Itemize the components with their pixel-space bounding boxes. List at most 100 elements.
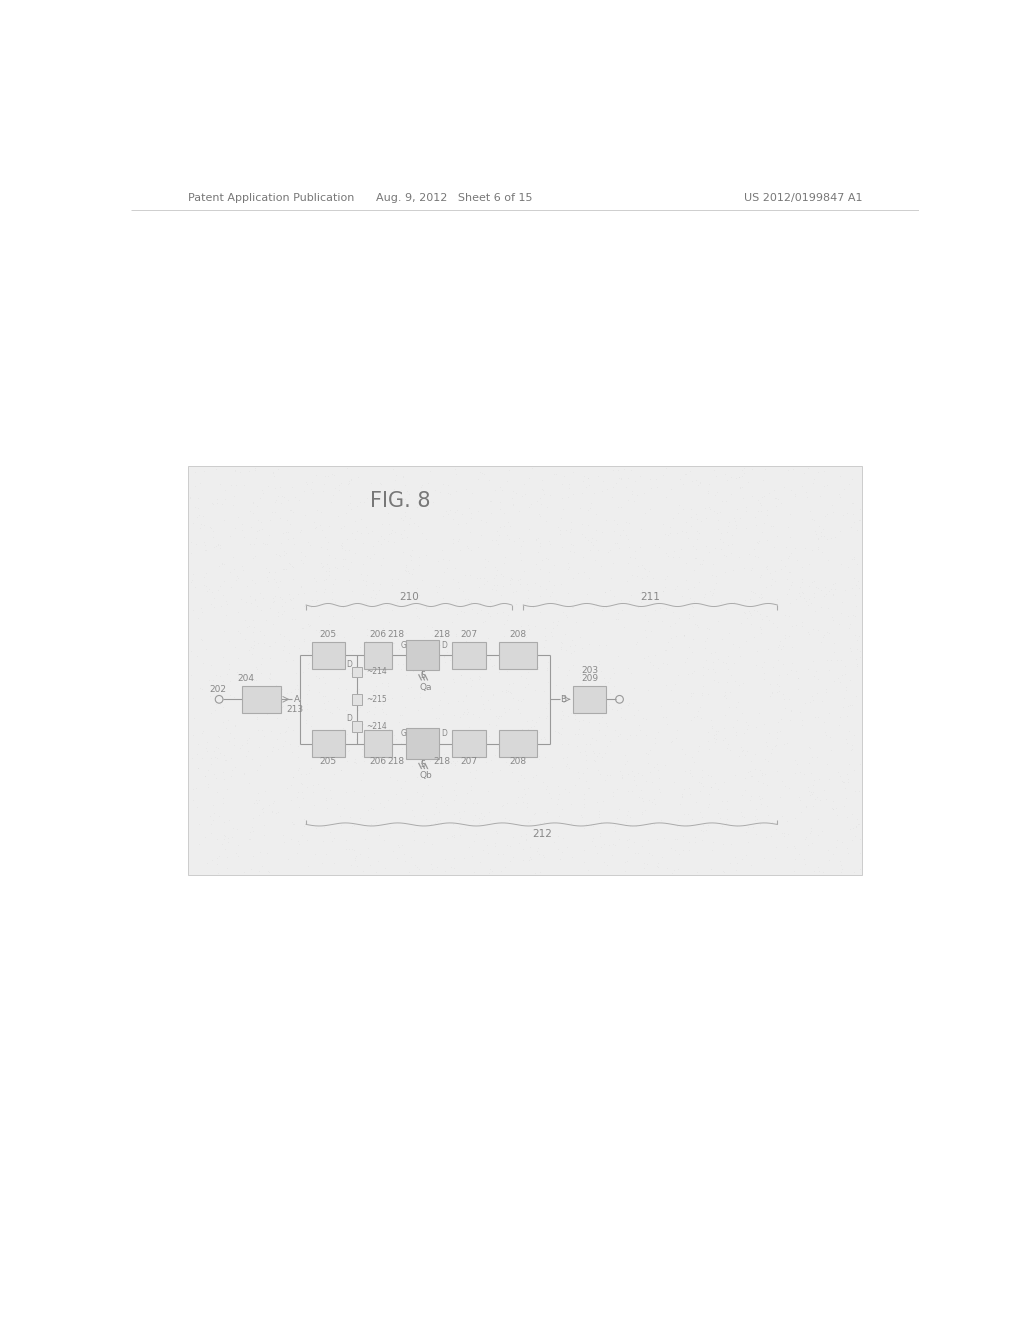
Point xyxy=(735,739,752,760)
Point xyxy=(300,675,316,696)
Point xyxy=(243,593,259,614)
Point xyxy=(683,808,699,829)
Point xyxy=(699,814,716,836)
Point xyxy=(597,510,613,531)
Point xyxy=(390,653,407,675)
Point xyxy=(591,635,607,656)
Point xyxy=(561,557,578,578)
Point xyxy=(463,591,479,612)
Point xyxy=(503,682,519,704)
Point xyxy=(451,513,467,535)
Point xyxy=(333,473,349,494)
Point xyxy=(783,615,800,636)
Text: ~214: ~214 xyxy=(367,668,387,676)
Point xyxy=(228,661,245,682)
Point xyxy=(656,639,673,660)
Point xyxy=(818,752,835,774)
Point xyxy=(792,701,808,722)
Point xyxy=(825,609,842,630)
Point xyxy=(433,787,450,808)
Point xyxy=(262,635,279,656)
Point xyxy=(794,615,810,636)
Point xyxy=(246,616,262,638)
Point xyxy=(782,709,799,730)
Point xyxy=(216,570,232,591)
Point xyxy=(189,758,206,779)
Point xyxy=(217,605,233,626)
Point xyxy=(332,649,348,671)
Point xyxy=(207,747,223,768)
Point xyxy=(293,577,309,598)
Point xyxy=(840,606,856,627)
Point xyxy=(611,524,628,545)
Point xyxy=(382,631,398,652)
Point xyxy=(481,491,498,512)
Point xyxy=(707,727,723,748)
Point xyxy=(694,821,711,842)
Point xyxy=(218,590,234,611)
Point xyxy=(510,698,526,719)
Point xyxy=(395,466,412,487)
Point xyxy=(185,779,202,800)
Point xyxy=(813,631,829,652)
Point xyxy=(510,690,526,711)
Point xyxy=(349,495,366,516)
Point xyxy=(537,636,553,657)
Point xyxy=(511,500,527,521)
Point xyxy=(796,587,812,609)
Point xyxy=(755,772,771,793)
Point xyxy=(815,586,831,607)
Point xyxy=(559,836,575,857)
Point xyxy=(261,561,278,582)
Point xyxy=(194,601,210,622)
Point xyxy=(364,711,380,733)
Point xyxy=(652,781,669,803)
Point xyxy=(372,667,388,688)
Text: D: D xyxy=(441,640,446,649)
Point xyxy=(261,510,278,531)
Point xyxy=(437,500,454,521)
Point xyxy=(756,486,772,507)
Point xyxy=(660,545,677,566)
Point xyxy=(674,787,690,808)
Point xyxy=(195,721,211,742)
Point xyxy=(359,487,376,508)
Point xyxy=(610,829,627,850)
Point xyxy=(245,491,261,512)
Point xyxy=(451,578,467,599)
Point xyxy=(292,733,308,754)
Point xyxy=(621,763,637,784)
Point xyxy=(343,498,359,519)
Point xyxy=(625,693,641,714)
Point xyxy=(717,463,733,484)
Point xyxy=(605,833,622,854)
Point xyxy=(659,713,676,734)
Point xyxy=(461,715,477,737)
Point xyxy=(697,507,714,528)
Point xyxy=(251,861,267,882)
Point xyxy=(522,722,539,743)
Point xyxy=(678,511,694,532)
Point xyxy=(675,474,691,495)
Point xyxy=(343,469,359,490)
Point xyxy=(268,729,285,750)
Point xyxy=(678,463,694,484)
Point xyxy=(394,705,411,726)
Point xyxy=(315,570,332,591)
Point xyxy=(528,841,545,862)
Point xyxy=(295,788,311,809)
Point xyxy=(566,635,583,656)
Point xyxy=(378,659,394,680)
Point xyxy=(746,545,763,566)
Point xyxy=(767,561,783,582)
Point xyxy=(588,529,604,550)
Point xyxy=(800,657,816,678)
Point xyxy=(191,677,208,698)
Point xyxy=(631,715,647,737)
Point xyxy=(431,801,447,822)
Point xyxy=(202,805,218,826)
Point xyxy=(216,744,232,766)
Point xyxy=(367,696,383,717)
Point xyxy=(518,710,535,731)
Point xyxy=(785,861,802,882)
